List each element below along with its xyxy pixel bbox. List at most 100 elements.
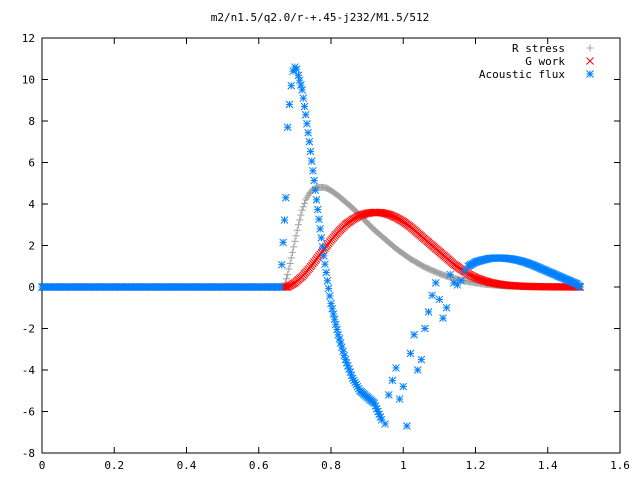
data-point — [410, 330, 418, 339]
data-point — [297, 211, 305, 219]
data-point — [330, 315, 339, 324]
data-point — [294, 71, 303, 80]
data-point — [300, 102, 309, 111]
data-point — [333, 325, 341, 334]
y-tick-label: 10 — [22, 74, 35, 87]
data-point — [576, 283, 585, 291]
data-point — [297, 81, 305, 89]
data-point — [353, 382, 362, 391]
data-point — [299, 203, 307, 211]
data-point — [292, 232, 300, 240]
legend-marker — [586, 57, 594, 65]
data-point — [277, 260, 286, 269]
data-point — [319, 252, 328, 260]
data-point — [403, 422, 411, 430]
data-point — [384, 391, 393, 399]
data-point — [286, 259, 294, 267]
data-point — [399, 382, 408, 391]
x-tick-label: 0.2 — [104, 459, 124, 472]
data-point — [323, 276, 332, 285]
data-point — [388, 376, 397, 385]
data-point — [395, 395, 404, 403]
data-point — [435, 295, 444, 304]
data-point — [313, 205, 322, 214]
data-point — [294, 221, 302, 229]
legend-label: Acoustic flux — [479, 68, 565, 81]
data-point — [381, 420, 390, 428]
data-point — [431, 278, 440, 287]
data-point — [296, 216, 304, 224]
data-point — [309, 166, 317, 175]
data-point — [306, 147, 315, 156]
data-point — [304, 128, 312, 137]
data-point — [303, 119, 311, 128]
data-point — [281, 193, 290, 202]
y-tick-label: 2 — [28, 240, 35, 253]
data-point — [298, 206, 306, 214]
data-point — [285, 100, 294, 109]
data-point — [290, 243, 298, 251]
series-plus — [38, 183, 584, 291]
data-point — [329, 310, 338, 318]
y-tick-label: -4 — [22, 364, 36, 377]
y-tick-label: 0 — [28, 281, 35, 294]
chart-title: m2/n1.5/q2.0/r-+.45-j232/M1.5/512 — [211, 11, 430, 24]
data-point — [293, 226, 301, 234]
data-point — [282, 275, 290, 283]
y-tick-label: 4 — [28, 198, 35, 211]
series-cross — [38, 208, 585, 291]
legend-marker — [586, 70, 594, 78]
x-tick-label: 0 — [39, 459, 46, 472]
data-point — [328, 304, 337, 313]
x-tick-label: 0.4 — [177, 459, 197, 472]
axes: 0 0.2 0.4 0.6 0.8 1 1.2 1.4 1.6 -8 -6 -4 -2 0 2 4 6 8 10 12 — [22, 32, 630, 472]
data-point — [284, 271, 292, 279]
data-point — [421, 324, 429, 333]
data-point — [276, 283, 285, 291]
legend-label: G work — [525, 55, 565, 68]
y-tick-label: -6 — [22, 406, 35, 419]
data-point — [295, 76, 304, 85]
x-tick-label: 1.4 — [538, 459, 558, 472]
y-tick-label: -8 — [22, 447, 35, 460]
data-point — [311, 186, 320, 195]
data-point — [283, 123, 292, 132]
data-point — [446, 270, 455, 279]
data-point — [310, 176, 318, 185]
x-tick-label: 1.6 — [610, 459, 630, 472]
data-point — [457, 276, 465, 285]
x-tick-label: 0.6 — [249, 459, 269, 472]
data-point — [291, 237, 299, 245]
data-point — [287, 254, 295, 262]
data-point — [292, 65, 301, 73]
data-point — [315, 215, 323, 224]
y-tick-label: 6 — [28, 157, 35, 170]
x-tick-label: 1 — [400, 459, 407, 472]
data-point — [428, 291, 437, 300]
data-point — [331, 320, 340, 329]
data-point — [280, 216, 289, 224]
data-point — [442, 303, 451, 312]
data-point — [301, 199, 309, 207]
data-point — [285, 265, 293, 273]
data-point — [299, 94, 308, 103]
data-point — [424, 308, 433, 316]
y-tick-label: 8 — [28, 115, 35, 128]
legend-label: R stress — [512, 42, 565, 55]
data-point — [325, 292, 334, 300]
data-point — [327, 299, 335, 308]
data-point — [322, 268, 331, 277]
data-point — [301, 110, 310, 119]
y-tick-label: -2 — [22, 323, 35, 336]
data-point — [305, 137, 314, 146]
data-point — [287, 81, 296, 90]
series-layer — [38, 63, 585, 430]
data-point — [279, 238, 287, 247]
data-point — [318, 243, 327, 251]
x-tick-label: 1.2 — [466, 459, 486, 472]
data-point — [413, 366, 422, 374]
data-point — [324, 284, 333, 293]
data-point — [312, 195, 321, 204]
series-star — [38, 63, 585, 430]
